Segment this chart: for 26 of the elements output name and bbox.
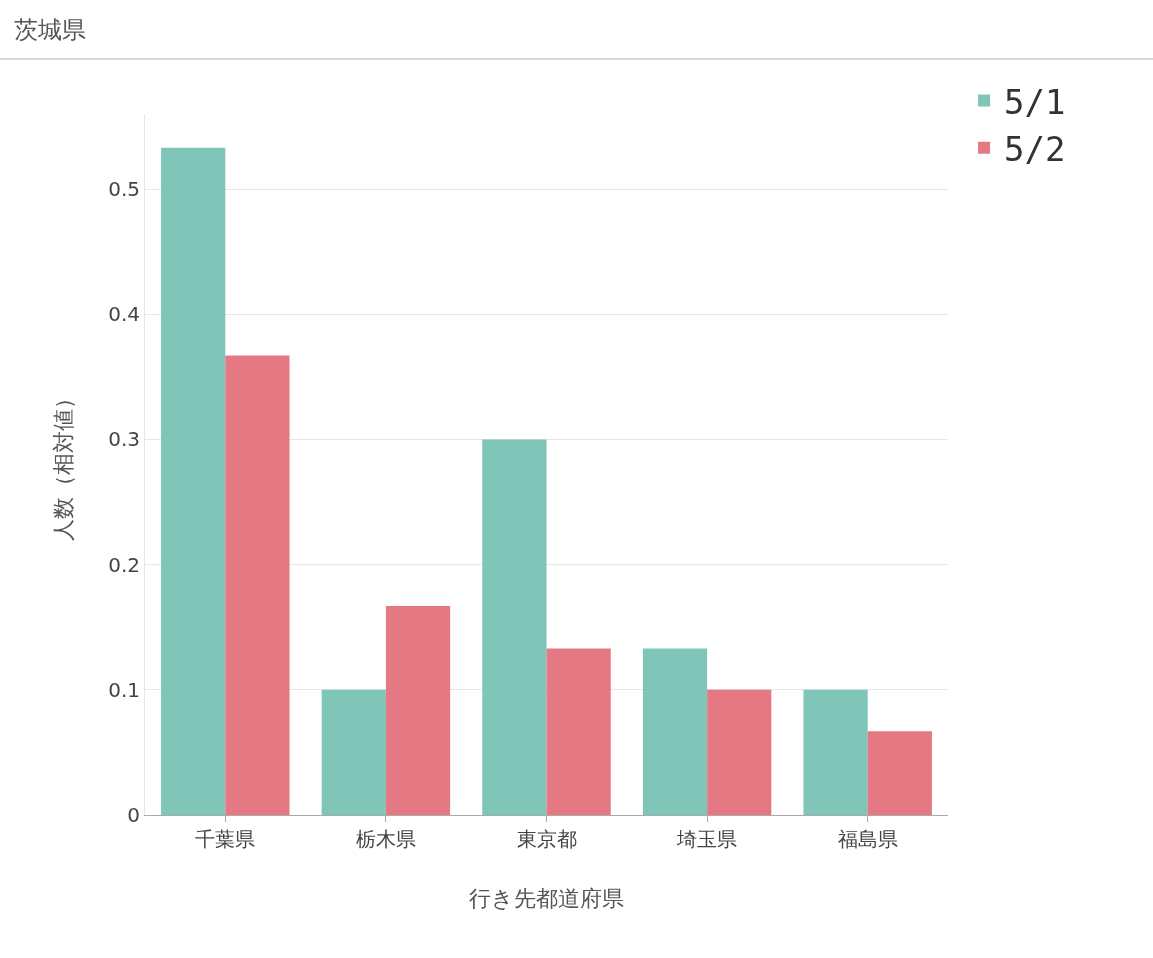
y-tick-label: 0.3 <box>108 427 140 452</box>
bar <box>385 605 451 815</box>
y-axis-title: 人数（相対値） <box>50 387 76 542</box>
y-tick-label: 0.2 <box>108 552 140 577</box>
bar <box>225 355 290 815</box>
y-tick-label: 0.5 <box>108 177 140 202</box>
x-tick-label: 千葉県 <box>195 827 256 851</box>
y-tick-label: 0 <box>127 803 140 827</box>
bar <box>642 648 708 815</box>
x-tick-label: 東京都 <box>516 827 577 851</box>
x-tick-label: 埼玉県 <box>676 827 738 851</box>
x-axis-title: 行き先都道府県 <box>469 885 624 911</box>
bar <box>161 147 226 815</box>
chart-title: 茨城県 <box>0 0 1153 60</box>
x-tick-label: 栃木県 <box>355 827 416 851</box>
y-tick-label: 0.1 <box>108 677 140 702</box>
bar <box>867 731 932 815</box>
bar <box>803 689 868 815</box>
bar <box>546 648 611 815</box>
y-tick-label: 0.4 <box>108 302 140 327</box>
bar <box>707 689 772 815</box>
x-tick-label: 福島県 <box>837 827 898 851</box>
legend-label: 5/2 <box>1004 129 1066 169</box>
legend-label: 5/1 <box>1004 81 1066 122</box>
bar <box>482 439 547 815</box>
bar <box>321 689 386 815</box>
